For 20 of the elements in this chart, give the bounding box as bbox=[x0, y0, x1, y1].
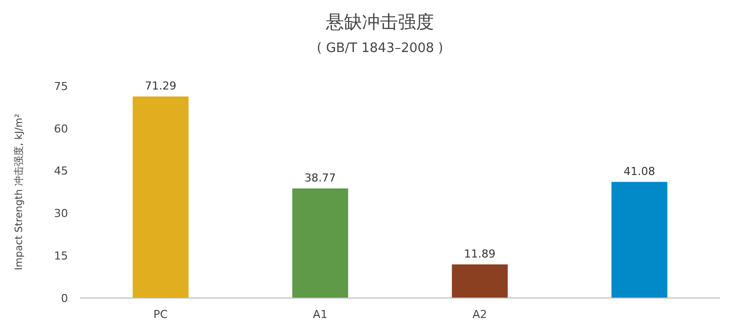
data-label: 41.08 bbox=[624, 164, 656, 178]
x-tick-label: A1 bbox=[312, 308, 328, 321]
bar bbox=[611, 182, 668, 298]
y-tick-label: 45 bbox=[54, 164, 68, 178]
x-tick-label: PC bbox=[153, 308, 168, 321]
y-axis-title: Impact Strength 冲击强度, kJ/m² bbox=[13, 114, 25, 270]
data-label: 38.77 bbox=[304, 171, 336, 184]
bar bbox=[132, 96, 189, 298]
bar bbox=[452, 264, 508, 298]
y-tick-label: 30 bbox=[54, 207, 68, 220]
y-tick-label: 15 bbox=[54, 249, 68, 262]
x-tick-label: A2 bbox=[472, 308, 488, 321]
chart-title: 悬缺冲击强度 bbox=[325, 12, 434, 33]
data-label: 71.29 bbox=[144, 79, 176, 92]
y-tick-label: 60 bbox=[54, 122, 68, 136]
data-label: 11.89 bbox=[464, 247, 496, 260]
y-tick-label: 75 bbox=[54, 80, 68, 93]
chart-subtitle: ( GB/T 1843–2008 ) bbox=[316, 41, 444, 56]
bar bbox=[292, 188, 348, 298]
y-tick-label: 0 bbox=[61, 292, 68, 305]
